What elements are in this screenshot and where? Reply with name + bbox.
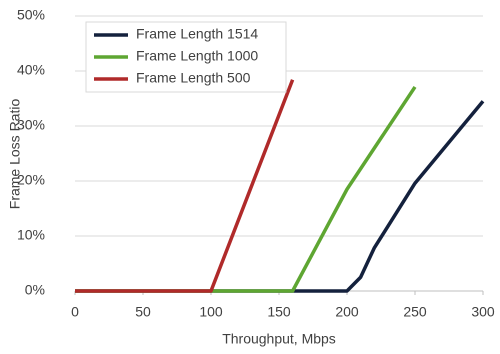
y-tick-label: 40%: [17, 62, 45, 78]
x-tick-label: 300: [471, 304, 495, 320]
x-tick-label: 250: [403, 304, 427, 320]
y-tick-label: 0%: [25, 282, 45, 298]
x-axis-label: Throughput, Mbps: [222, 331, 336, 347]
x-tick-label: 0: [71, 304, 79, 320]
legend-label: Frame Length 500: [136, 70, 251, 86]
x-tick-label: 100: [199, 304, 223, 320]
y-tick-label: 20%: [17, 172, 45, 188]
series-line: [75, 100, 485, 293]
x-tick-label: 50: [135, 304, 151, 320]
x-tick-label: 150: [267, 304, 291, 320]
y-tick-label: 50%: [17, 7, 45, 23]
legend-label: Frame Length 1514: [136, 26, 258, 42]
series-line: [75, 79, 295, 293]
y-axis-label: Frame Loss Ratio: [7, 99, 23, 210]
x-tick-label: 200: [335, 304, 359, 320]
series-line: [75, 85, 417, 293]
legend-label: Frame Length 1000: [136, 48, 258, 64]
y-tick-label: 30%: [17, 117, 45, 133]
y-tick-label: 10%: [17, 227, 45, 243]
